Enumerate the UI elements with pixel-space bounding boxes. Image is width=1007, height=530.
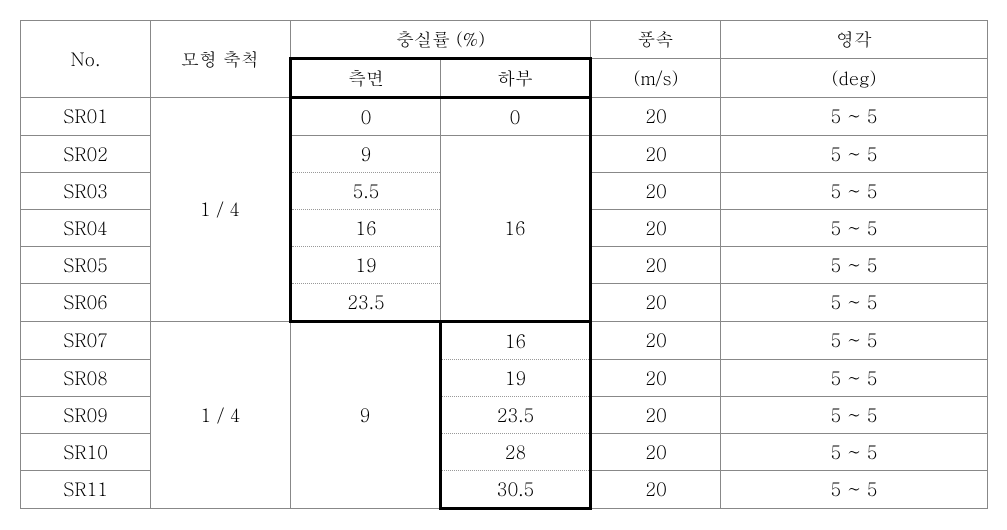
cell-wind: 20 — [591, 322, 721, 360]
cell-side: 9 — [291, 322, 441, 509]
cell-wind: 20 — [591, 360, 721, 397]
cell-no: SR09 — [21, 397, 151, 434]
header-solidity: 충실률 (%) — [291, 21, 591, 59]
header-wind: 풍속 — [591, 21, 721, 59]
cell-wind: 20 — [591, 98, 721, 136]
cell-no: SR06 — [21, 284, 151, 322]
cell-side: 0 — [291, 98, 441, 136]
header-angle: 영각 — [721, 21, 988, 59]
cell-no: SR05 — [21, 247, 151, 284]
cell-angle: 5 ~ 5 — [721, 360, 988, 397]
table-row: SR07 1 / 4 9 16 20 5 ~ 5 — [21, 322, 988, 360]
cell-no: SR10 — [21, 434, 151, 471]
cell-bottom: 28 — [441, 434, 591, 471]
cell-side: 5.5 — [291, 173, 441, 210]
header-scale: 모형 축척 — [151, 21, 291, 98]
cell-no: SR01 — [21, 98, 151, 136]
cell-side: 19 — [291, 247, 441, 284]
header-bottom: 하부 — [441, 59, 591, 98]
cell-wind: 20 — [591, 247, 721, 284]
table-row: SR01 1 / 4 0 0 20 5 ~ 5 — [21, 98, 988, 136]
header-angle-unit: (deg) — [721, 59, 988, 98]
cell-angle: 5 ~ 5 — [721, 173, 988, 210]
cell-wind: 20 — [591, 136, 721, 173]
cell-bottom: 16 — [441, 136, 591, 322]
cell-angle: 5 ~ 5 — [721, 434, 988, 471]
cell-angle: 5 ~ 5 — [721, 247, 988, 284]
header-row-1: No. 모형 축척 충실률 (%) 풍속 영각 — [21, 21, 988, 59]
cell-no: SR08 — [21, 360, 151, 397]
cell-side: 23.5 — [291, 284, 441, 322]
header-no: No. — [21, 21, 151, 98]
cell-no: SR03 — [21, 173, 151, 210]
cell-no: SR07 — [21, 322, 151, 360]
cell-no: SR02 — [21, 136, 151, 173]
cell-scale: 1 / 4 — [151, 322, 291, 509]
cell-angle: 5 ~ 5 — [721, 471, 988, 509]
header-side: 측면 — [291, 59, 441, 98]
cell-scale: 1 / 4 — [151, 98, 291, 322]
cell-angle: 5 ~ 5 — [721, 210, 988, 247]
cell-bottom: 23.5 — [441, 397, 591, 434]
cell-bottom: 16 — [441, 322, 591, 360]
data-table: No. 모형 축척 충실률 (%) 풍속 영각 측면 하부 (m/s) (deg… — [20, 20, 988, 510]
cell-wind: 20 — [591, 434, 721, 471]
cell-bottom: 30.5 — [441, 471, 591, 509]
cell-angle: 5 ~ 5 — [721, 284, 988, 322]
cell-wind: 20 — [591, 397, 721, 434]
cell-angle: 5 ~ 5 — [721, 322, 988, 360]
cell-wind: 20 — [591, 210, 721, 247]
cell-bottom: 0 — [441, 98, 591, 136]
cell-wind: 20 — [591, 284, 721, 322]
cell-angle: 5 ~ 5 — [721, 136, 988, 173]
header-wind-unit: (m/s) — [591, 59, 721, 98]
cell-side: 16 — [291, 210, 441, 247]
cell-wind: 20 — [591, 173, 721, 210]
cell-no: SR11 — [21, 471, 151, 509]
cell-angle: 5 ~ 5 — [721, 397, 988, 434]
cell-angle: 5 ~ 5 — [721, 98, 988, 136]
cell-no: SR04 — [21, 210, 151, 247]
cell-wind: 20 — [591, 471, 721, 509]
cell-side: 9 — [291, 136, 441, 173]
cell-bottom: 19 — [441, 360, 591, 397]
